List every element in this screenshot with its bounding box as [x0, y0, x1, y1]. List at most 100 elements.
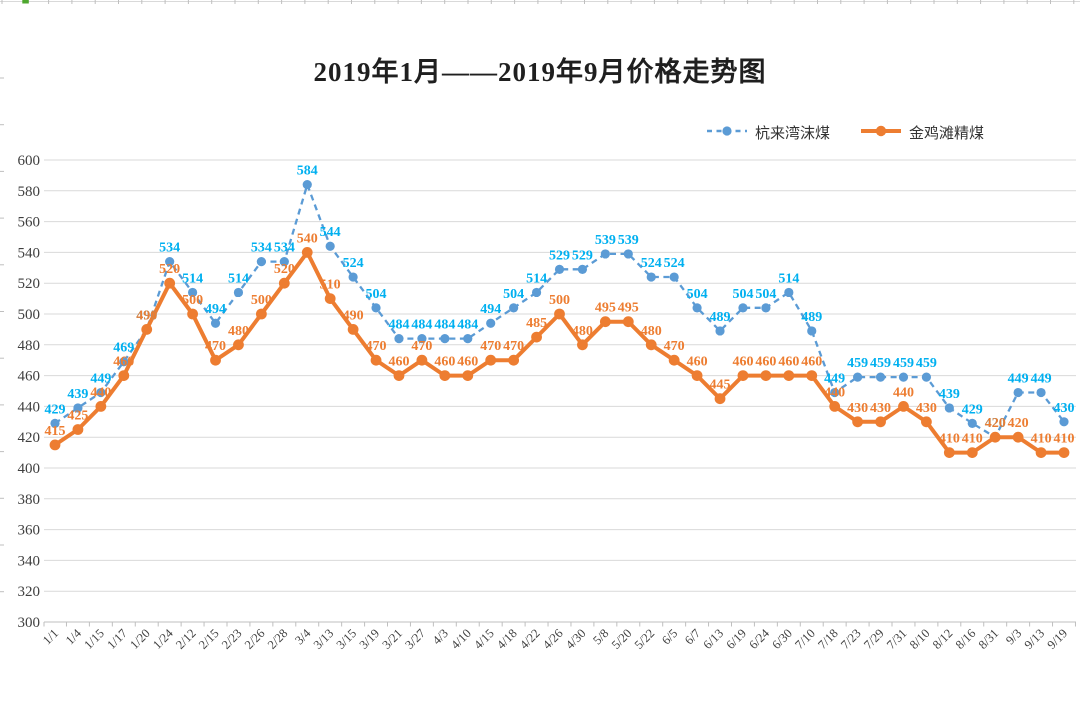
y-tick-label: 500: [18, 307, 41, 323]
data-point-marker: [829, 401, 841, 412]
data-label: 540: [297, 231, 318, 246]
data-point-marker: [439, 370, 451, 381]
legend-label-series-1: 杭来湾沫煤: [754, 126, 830, 142]
x-tick-label: 8/31: [976, 626, 1002, 652]
data-point-marker: [967, 418, 977, 428]
data-point-marker: [165, 257, 175, 267]
x-tick-label: 5/8: [590, 626, 611, 647]
x-tick-label: 1/1: [40, 626, 61, 647]
data-label: 460: [113, 355, 134, 370]
solid-line-dot-icon: [860, 124, 902, 142]
legend-item-series-1[interactable]: 杭来湾沫煤: [706, 122, 830, 143]
data-point-marker: [416, 354, 428, 366]
data-point-marker: [393, 370, 405, 381]
chart-title[interactable]: 2019年1月——2019年9月价格走势图: [313, 57, 767, 87]
data-label: 529: [549, 248, 570, 263]
data-label: 429: [962, 402, 983, 417]
data-point-marker: [1036, 387, 1046, 398]
x-tick-label: 5/20: [609, 626, 635, 652]
data-point-marker: [485, 354, 497, 366]
data-label: 430: [916, 401, 937, 416]
data-point-marker: [622, 316, 634, 328]
data-label: 504: [755, 287, 776, 302]
data-label: 470: [664, 339, 685, 354]
data-labels-series-2: 4154254404604905205004704805005205405104…: [45, 231, 1075, 446]
data-point-marker: [370, 354, 382, 366]
data-point-marker: [141, 324, 153, 335]
data-label: 489: [801, 310, 822, 325]
x-tick-label: 3/27: [402, 626, 428, 652]
data-point-marker: [554, 264, 565, 274]
x-tick-label: 4/18: [494, 626, 520, 652]
data-point-marker: [417, 334, 427, 344]
y-axis: 600 580 560 540 520 500 480 460 440 420 400 380 360 3…: [18, 153, 41, 631]
data-point-marker: [95, 401, 107, 412]
data-point-marker: [233, 287, 244, 298]
data-point-marker: [600, 249, 610, 259]
spreadsheet-edge-decoration: [0, 0, 1080, 593]
data-label: 524: [664, 256, 685, 271]
y-tick-label: 520: [18, 276, 41, 292]
data-point-marker: [486, 318, 496, 328]
legend-label-series-2: 金鸡滩精煤: [908, 126, 984, 142]
data-label: 425: [67, 409, 88, 424]
data-label: 524: [343, 256, 364, 271]
y-tick-label: 360: [18, 523, 41, 539]
data-label: 500: [549, 293, 570, 308]
y-tick-label: 560: [18, 215, 41, 231]
data-point-marker: [531, 287, 542, 298]
data-label: 460: [801, 355, 822, 370]
x-tick-label: 4/22: [517, 626, 543, 652]
data-point-marker: [210, 354, 221, 366]
x-tick-label: 1/4: [63, 626, 85, 648]
x-tick-label: 6/30: [769, 626, 795, 652]
x-tick-label: 8/16: [953, 626, 979, 652]
data-point-marker: [1058, 447, 1070, 458]
x-tick-label: 7/23: [838, 626, 864, 652]
data-point-marker: [966, 447, 978, 458]
x-tick-label: 4/3: [430, 626, 451, 647]
data-label: 584: [297, 164, 318, 179]
data-point-marker: [577, 264, 588, 274]
data-label: 484: [388, 318, 409, 333]
x-tick-label: 6/5: [659, 626, 680, 647]
data-label: 510: [320, 278, 341, 293]
data-point-marker: [278, 277, 290, 289]
data-point-marker: [394, 334, 404, 344]
data-label: 520: [159, 262, 180, 277]
data-point-marker: [623, 249, 633, 259]
y-tick-label: 340: [18, 553, 41, 569]
series-2: [49, 247, 1070, 458]
data-label: 440: [824, 385, 845, 400]
x-tick-label: 6/19: [723, 626, 749, 652]
y-tick-label: 440: [18, 399, 41, 415]
data-point-marker: [279, 257, 289, 267]
data-label: 460: [388, 355, 409, 370]
dashed-line-dot-icon: [706, 124, 748, 142]
x-tick-label: 5/22: [632, 626, 658, 652]
data-label: 459: [893, 356, 914, 371]
data-label: 420: [985, 416, 1006, 431]
data-label: 514: [228, 271, 249, 286]
data-point-marker: [187, 287, 198, 298]
data-point-marker: [119, 357, 129, 367]
data-label: 534: [251, 241, 272, 256]
legend-item-series-2[interactable]: 金鸡滩精煤: [860, 122, 984, 143]
data-label: 459: [916, 356, 937, 371]
data-point-marker: [599, 316, 611, 328]
x-tick-label: 4/10: [448, 626, 474, 652]
x-tick-label: 8/10: [907, 626, 933, 652]
data-point-marker: [738, 303, 748, 313]
x-tick-label: 4/15: [471, 626, 497, 652]
x-tick-label: 6/7: [682, 626, 703, 647]
data-label: 484: [434, 318, 455, 333]
data-label: 460: [457, 355, 478, 370]
data-point-marker: [898, 401, 909, 412]
x-tick-label: 1/20: [127, 626, 153, 652]
data-point-marker: [943, 447, 955, 458]
data-label: 449: [1031, 372, 1052, 387]
y-tick-label: 600: [18, 153, 41, 169]
data-point-marker: [715, 326, 725, 336]
data-label: 539: [618, 233, 639, 248]
